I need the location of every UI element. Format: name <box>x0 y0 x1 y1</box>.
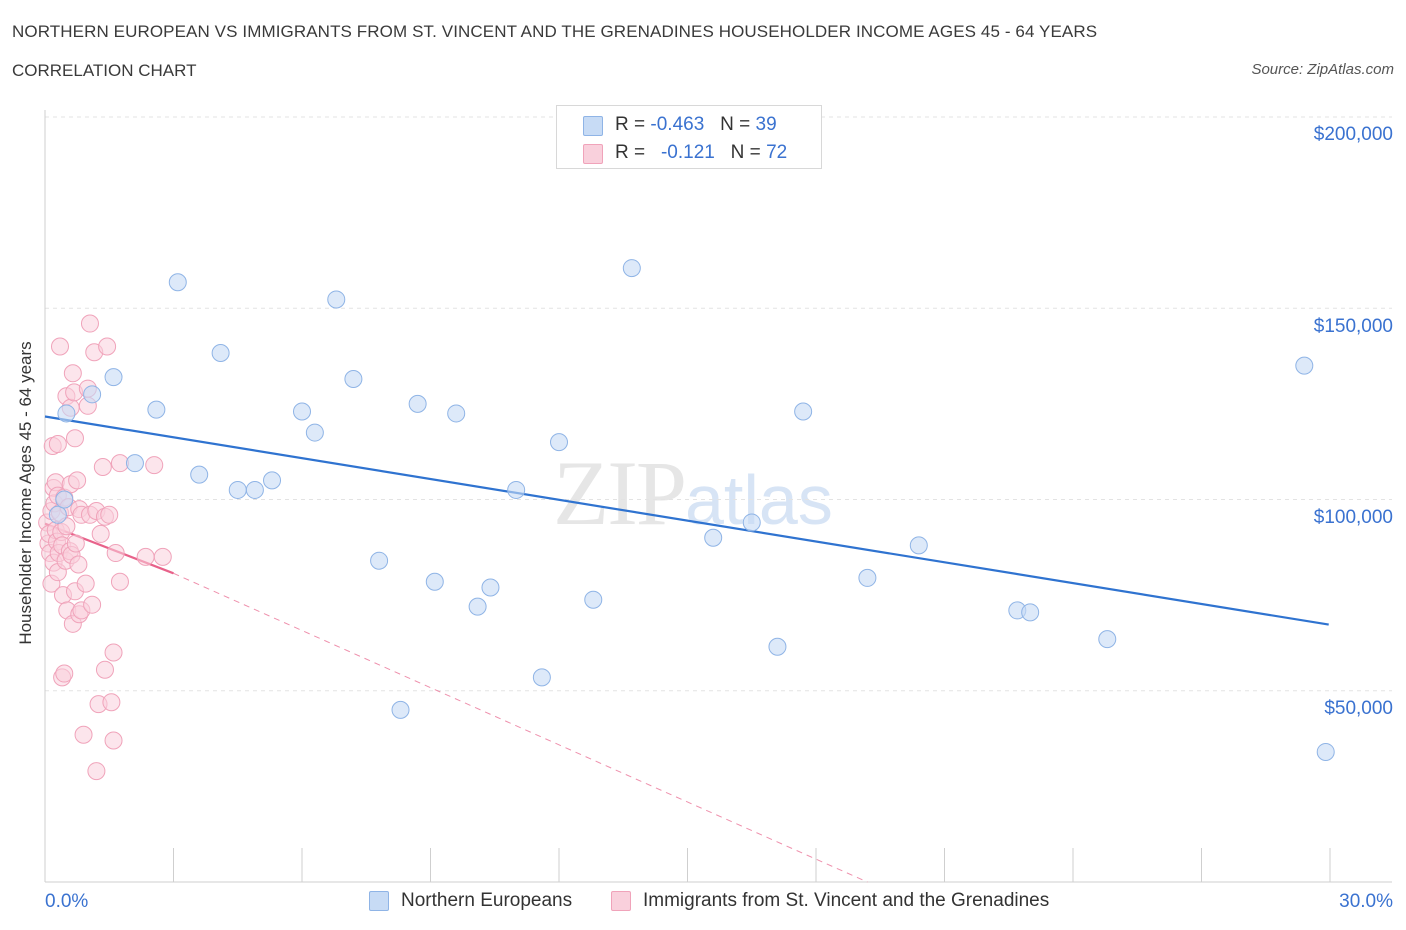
point-northern-europeans <box>622 259 641 278</box>
point-northern-europeans <box>190 465 209 484</box>
point-immigrants <box>65 429 84 448</box>
x-tick-label-max: 30.0% <box>1339 891 1393 912</box>
point-northern-europeans <box>344 370 363 389</box>
point-northern-europeans <box>327 290 346 309</box>
point-immigrants <box>136 547 155 566</box>
point-northern-europeans <box>768 637 787 656</box>
point-northern-europeans <box>370 551 389 570</box>
chart-subtitle: CORRELATION CHART <box>12 61 197 80</box>
point-immigrants <box>68 471 87 490</box>
point-northern-europeans <box>245 480 264 499</box>
legend-r-value: -0.121 <box>660 142 715 163</box>
point-immigrants <box>87 762 106 781</box>
point-northern-europeans <box>1021 603 1040 622</box>
point-immigrants <box>102 693 121 712</box>
y-tick-label-100000: $100,000 <box>1313 507 1393 528</box>
y-axis-label: Householder Income Ages 45 - 64 years <box>16 341 35 645</box>
point-immigrants <box>93 457 112 476</box>
point-northern-europeans <box>83 385 102 404</box>
point-northern-europeans <box>305 423 324 442</box>
point-immigrants <box>104 731 123 750</box>
legend-r-label: R = <box>615 142 646 163</box>
point-northern-europeans <box>1295 356 1314 375</box>
legend-n-label: N = <box>730 142 761 163</box>
point-immigrants <box>98 337 117 356</box>
point-northern-europeans <box>211 344 230 363</box>
axes <box>44 110 1392 883</box>
point-northern-europeans <box>391 700 410 719</box>
y-tick-label-50000: $50,000 <box>1324 698 1393 719</box>
chart-title: NORTHERN EUROPEAN VS IMMIGRANTS FROM ST.… <box>12 22 1098 41</box>
point-immigrants <box>63 364 82 383</box>
correlation-legend: R = -0.463 N = 39 R = -0.121 N = 72 <box>556 105 822 169</box>
point-northern-europeans <box>425 572 444 591</box>
point-northern-europeans <box>481 578 500 597</box>
point-northern-europeans <box>408 394 427 413</box>
point-northern-europeans <box>909 536 928 555</box>
point-northern-europeans <box>147 400 166 419</box>
point-northern-europeans <box>55 490 74 509</box>
bottom-legend-label: Northern Europeans <box>401 890 573 911</box>
point-northern-europeans <box>742 513 761 532</box>
point-immigrants <box>69 555 88 574</box>
point-immigrants <box>76 574 95 593</box>
source-label: Source: ZipAtlas.com <box>1251 61 1394 78</box>
legend-swatch-blue <box>583 116 603 136</box>
point-immigrants <box>50 337 69 356</box>
point-northern-europeans <box>48 505 67 524</box>
point-northern-europeans <box>550 433 568 452</box>
point-northern-europeans <box>584 590 603 609</box>
legend-r-value: -0.463 <box>650 114 705 135</box>
point-northern-europeans <box>468 597 487 616</box>
trend-line-immigrants-dashed <box>173 572 868 883</box>
legend-r-label: R = <box>615 114 646 135</box>
trend-line-northern-europeans <box>44 415 1329 626</box>
point-northern-europeans <box>507 480 526 499</box>
point-immigrants <box>95 660 114 679</box>
gridlines <box>45 116 1392 692</box>
bottom-legend-swatch-pink <box>611 891 631 911</box>
point-northern-europeans <box>1098 630 1117 649</box>
point-immigrants <box>106 544 125 563</box>
bottom-legend-label: Immigrants from St. Vincent and the Gren… <box>643 890 1050 911</box>
point-immigrants <box>55 664 74 683</box>
bottom-legend-swatch-blue <box>369 891 389 911</box>
point-northern-europeans <box>532 668 551 687</box>
point-northern-europeans <box>858 568 877 587</box>
point-immigrants <box>110 572 129 591</box>
point-immigrants <box>74 725 93 744</box>
point-northern-europeans <box>1316 742 1335 761</box>
point-northern-europeans <box>168 273 187 292</box>
point-immigrants <box>48 435 67 454</box>
legend-n-value: 72 <box>766 142 788 163</box>
legend-swatch-pink <box>583 144 603 164</box>
point-northern-europeans <box>293 402 311 421</box>
point-immigrants <box>91 524 110 543</box>
point-northern-europeans <box>104 368 123 387</box>
y-tick-label-200000: $200,000 <box>1313 124 1393 145</box>
point-immigrants <box>100 505 119 524</box>
point-immigrants <box>66 534 85 553</box>
point-immigrants <box>83 595 102 614</box>
point-immigrants <box>110 454 129 473</box>
point-northern-europeans <box>57 404 76 423</box>
x-tick-label-min: 0.0% <box>45 891 89 912</box>
point-immigrants <box>104 643 123 662</box>
point-northern-europeans <box>704 528 723 547</box>
point-northern-europeans <box>794 402 813 421</box>
point-immigrants <box>145 456 164 475</box>
legend-n-label: N = <box>720 114 751 135</box>
point-northern-europeans <box>447 404 466 423</box>
point-northern-europeans <box>125 454 144 473</box>
point-northern-europeans <box>228 480 247 499</box>
point-northern-europeans <box>263 471 282 490</box>
point-immigrants <box>153 547 172 566</box>
y-tick-label-150000: $150,000 <box>1313 316 1393 337</box>
series-northern-europeans-points <box>48 259 1335 761</box>
legend-n-value: 39 <box>755 114 777 135</box>
point-immigrants <box>80 314 99 333</box>
